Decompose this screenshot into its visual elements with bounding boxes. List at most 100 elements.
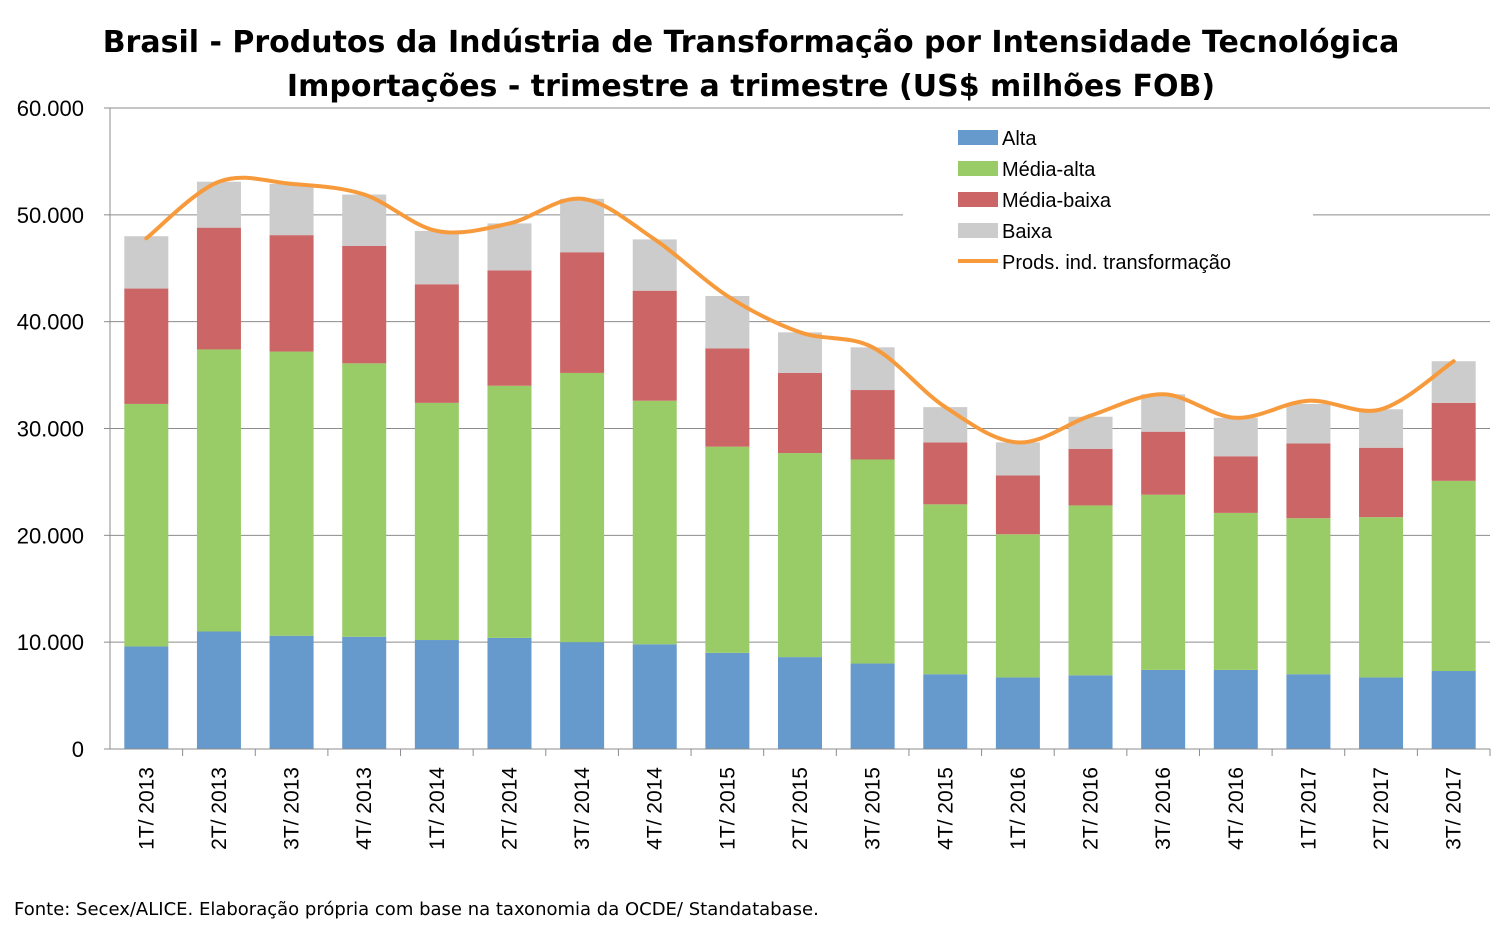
legend-swatch [958,130,998,145]
bar-m-dia-baixa [1141,431,1186,495]
bar-m-dia-baixa [487,270,532,386]
line-point [1307,400,1309,402]
y-tick-label: 30.000 [17,417,84,442]
bar-alta [124,646,169,749]
bar-baixa [560,198,605,253]
bar-m-dia-alta [414,402,459,641]
bar-m-dia-baixa [1213,456,1258,513]
bar-m-dia-alta [778,453,822,658]
bar-alta [414,640,459,749]
x-tick-label: 1T/ 2013 [135,767,158,850]
bar-m-dia-alta [124,403,169,647]
bar-m-dia-baixa [196,227,241,350]
line-point [218,181,220,183]
bar-alta [560,642,605,749]
bar-baixa [1359,409,1404,448]
bar-m-dia-baixa [414,284,459,403]
bar-m-dia-alta [1359,517,1404,678]
line-point [145,237,147,239]
y-tick-label: 10.000 [17,630,84,655]
legend-label: Média-baixa [1002,190,1112,212]
legend-swatch [958,192,998,207]
bar-m-dia-baixa [342,245,387,364]
bar-alta [995,677,1040,749]
bar-baixa [269,183,314,236]
bar-m-dia-baixa [1431,402,1476,481]
legend-label: Prods. ind. transformação [1002,252,1231,274]
bar-m-dia-baixa [995,475,1040,535]
line-point [1162,393,1164,395]
bar-alta [1286,674,1331,749]
x-tick-label: 3T/ 2014 [571,767,594,850]
bar-m-dia-baixa [124,288,169,404]
x-tick-label: 3T/ 2013 [281,767,304,850]
bar-m-dia-baixa [1286,443,1331,519]
bar-m-dia-baixa [850,390,895,460]
line-point [508,222,510,224]
legend-label: Alta [1002,128,1037,150]
bar-alta [1431,671,1476,749]
bar-m-dia-baixa [923,442,968,505]
legend-swatch [958,161,998,176]
chart-subtitle: Importações - trimestre a trimestre (US$… [287,69,1215,104]
bar-alta [1359,677,1404,749]
line-point [1017,441,1019,443]
y-tick-label: 50.000 [17,203,84,228]
bar-m-dia-alta [995,534,1040,678]
bar-alta [1213,669,1258,749]
x-tick-label: 1T/ 2014 [426,767,449,850]
line-point [363,194,365,196]
x-tick-label: 3T/ 2015 [862,767,885,850]
x-tick-label: 3T/ 2017 [1443,767,1466,850]
y-tick-label: 60.000 [17,96,84,121]
bar-m-dia-alta [632,400,677,645]
legend: Alta Média-alta Média-baixa Baixa Prods. ind… [903,122,1313,282]
bar-baixa [995,442,1040,476]
legend-label: Baixa [1002,221,1053,243]
bar-m-dia-baixa [269,235,314,352]
x-tick-label: 4T/ 2013 [353,767,376,850]
x-tick-label: 4T/ 2016 [1225,767,1248,850]
bar-m-dia-alta [705,446,750,653]
x-tick-label: 2T/ 2016 [1080,767,1103,850]
total-line [144,175,1456,445]
x-tick-label: 1T/ 2017 [1297,767,1320,850]
line-point [1090,415,1092,417]
bar-alta [342,636,387,749]
bar-baixa [923,407,968,443]
chart-title: Brasil - Produtos da Indústria de Transf… [103,25,1400,60]
bar-baixa [1431,361,1476,403]
bar-alta [923,674,968,749]
bar-baixa [632,239,677,291]
bar-m-dia-alta [1431,480,1476,672]
x-tick-label: 4T/ 2014 [644,767,667,850]
x-tick-label: 3T/ 2016 [1152,767,1175,850]
bar-alta [632,644,677,749]
bar-baixa [124,236,169,289]
bar-m-dia-alta [850,459,895,664]
bar-m-dia-baixa [1359,447,1404,518]
bar-alta [196,631,241,749]
bar-alta [487,637,532,749]
line-point [436,230,438,232]
legend-label: Média-alta [1002,159,1096,181]
x-tick-label: 1T/ 2015 [716,767,739,850]
bar-baixa [1213,417,1258,457]
bar-m-dia-alta [560,372,605,643]
line-point [944,406,946,408]
line-point [726,295,728,297]
bar-m-dia-alta [196,349,241,632]
legend-swatch [958,223,998,238]
y-tick-label: 20.000 [17,523,84,548]
bar-alta [269,635,314,749]
x-tick-label: 2T/ 2013 [208,767,231,850]
x-tick-label: 2T/ 2015 [789,767,812,850]
bar-baixa [487,223,532,271]
line-point [291,183,293,185]
bars [124,181,1476,749]
bar-m-dia-alta [923,504,968,675]
x-tick-label: 2T/ 2017 [1370,767,1393,850]
x-tick-label: 4T/ 2015 [934,767,957,850]
x-tick-label: 2T/ 2014 [498,767,521,850]
bar-baixa [414,230,459,285]
